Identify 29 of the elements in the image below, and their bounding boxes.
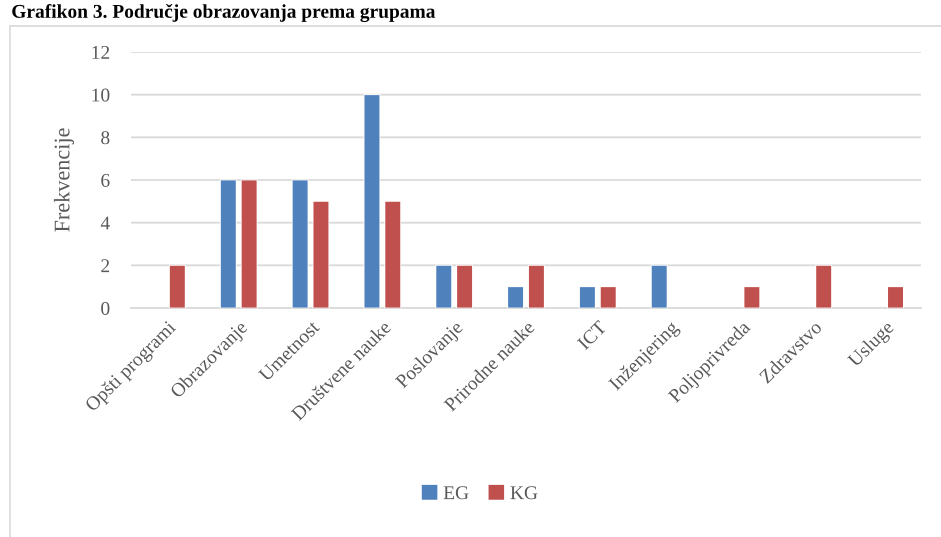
bar (456, 264, 473, 308)
bar (887, 286, 904, 308)
bar (364, 94, 380, 308)
y-tick-label: 8 (101, 131, 110, 144)
bar (507, 286, 524, 308)
bar (815, 264, 832, 308)
y-tick-label: 10 (92, 88, 110, 102)
y-axis-title: Frekvencije (54, 128, 74, 232)
legend-label: KG (510, 486, 538, 500)
bar (600, 286, 617, 308)
y-tick-label: 4 (100, 216, 110, 230)
bar (240, 180, 258, 308)
bar (169, 264, 186, 308)
y-tick-label: 6 (101, 174, 110, 187)
x-tick-label: ICT (576, 320, 608, 350)
y-tick-label: 2 (101, 259, 110, 272)
legend-label: EG (444, 486, 468, 500)
bar (650, 264, 668, 308)
bar (292, 180, 308, 308)
y-tick-label: 12 (92, 46, 110, 59)
bar (312, 200, 330, 308)
bar (528, 264, 545, 308)
bar (384, 200, 402, 308)
bar (220, 180, 237, 308)
bar (744, 286, 760, 308)
y-tick-label: 0 (101, 302, 110, 315)
bar (579, 286, 596, 308)
bar (435, 264, 452, 308)
chart-title: Grafikon 3. Područje obrazovanja prema grupama (12, 4, 436, 22)
